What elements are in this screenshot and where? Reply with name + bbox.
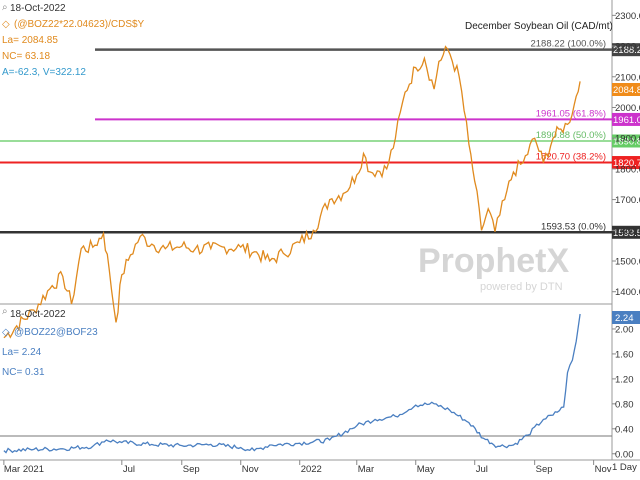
fib-label: 1961.05 (61.8%) — [536, 108, 606, 119]
spread-series — [3, 313, 581, 454]
price-legend-av: A=-62.3, V=322.12 — [2, 67, 86, 78]
collapse-icon[interactable]: ⌕ — [2, 306, 8, 317]
price-tick-label: 2200.00 — [615, 42, 640, 53]
fib-label: 1820.70 (38.2%) — [536, 152, 606, 163]
interval-label[interactable]: 1 Day — [612, 462, 637, 473]
price-tick-label: 1800.00 — [615, 164, 640, 175]
time-axis-labels: Mar 2021 Jul Sep Nov 2022 Mar May Jul Sep Nov — [3, 460, 612, 475]
spread-tick-label: 1.20 — [615, 374, 634, 385]
time-tick-label: Sep — [183, 464, 200, 475]
price-tick-label: 1900.00 — [615, 134, 640, 145]
fibonacci-levels: 2188.22 (100.0%) 2188.22 1961.05 (61.8%) 19… — [0, 39, 640, 239]
time-tick-label: Mar 2021 — [4, 464, 44, 475]
time-tick-label: Jul — [123, 464, 135, 475]
spread-tick-label: 0.40 — [615, 424, 634, 435]
time-tick-label: Nov — [595, 464, 612, 475]
price-line — [3, 45, 581, 339]
time-tick-label: Nov — [242, 464, 259, 475]
time-tick-label: 2022 — [301, 464, 322, 475]
time-tick-label: Sep — [536, 464, 553, 475]
price-tick-label: 2100.00 — [615, 72, 640, 83]
spread-last-badge-text: 2.24 — [615, 313, 634, 324]
fib-badge-text: 1820.70 — [613, 158, 640, 169]
price-legend-date: 18-Oct-2022 — [10, 3, 66, 14]
prophetx-watermark: ProphetX powered by DTN — [418, 242, 569, 293]
watermark-sub: powered by DTN — [480, 281, 563, 293]
time-tick-label: Jul — [476, 464, 488, 475]
price-tick-label: 1400.00 — [615, 287, 640, 298]
spread-last-badge: 2.24 — [612, 311, 640, 324]
spread-legend-last: La= 2.24 — [2, 347, 42, 358]
time-tick-label: Mar — [358, 464, 374, 475]
price-last-badge-text: 2084.85 — [613, 85, 640, 96]
price-legend: ⌕ 18-Oct-2022 ◇ (@BOZ22*22.04623)/CDS$Y … — [2, 2, 145, 78]
price-legend-nc: NC= 63.18 — [2, 51, 51, 62]
collapse-icon[interactable]: ⌕ — [2, 2, 8, 13]
price-tick-label: 1500.00 — [615, 257, 640, 268]
price-last-badge-bg — [612, 83, 640, 96]
spread-legend-nc: NC= 0.31 — [2, 367, 45, 378]
spread-last-badge-bg — [612, 311, 640, 324]
price-tick-label: 2300.00 — [615, 11, 640, 22]
chart-title: December Soybean Oil (CAD/mt) — [465, 21, 613, 32]
fib-badge-text: 1961.05 — [613, 115, 640, 126]
fib-label: 2188.22 (100.0%) — [530, 39, 606, 50]
price-legend-symbol: (@BOZ22*22.04623)/CDS$Y — [14, 19, 145, 30]
fib-badge-bg — [612, 225, 640, 239]
spread-tick-label: 2.00 — [615, 324, 634, 335]
price-legend-last: La= 2084.85 — [2, 35, 58, 46]
fib-badge-text: 2188.22 — [613, 45, 640, 56]
fib-badge-bg — [612, 156, 640, 170]
price-tick-label: 1600.00 — [615, 226, 640, 237]
watermark-brand: ProphetX — [418, 242, 569, 280]
price-series — [3, 45, 581, 339]
spread-tick-label: 1.60 — [615, 349, 634, 360]
price-tick-label: 2000.00 — [615, 103, 640, 114]
spread-diamond-icon: ◇ — [2, 327, 10, 338]
price-tick-label: 1700.00 — [615, 195, 640, 206]
fib-label: 1890.88 (50.0%) — [536, 130, 606, 141]
fib-badge-bg — [612, 112, 640, 126]
fib-badge-text: 1593.53 — [613, 228, 640, 239]
spread-line — [3, 313, 581, 454]
fib-badge-text: 1890.88 — [613, 136, 640, 147]
price-diamond-icon: ◇ — [2, 19, 10, 30]
price-axis-labels: 2300.00 2200.00 2100.00 2000.00 1900.00 1800.… — [612, 11, 640, 298]
fib-badge-bg — [612, 43, 640, 57]
fib-badge-bg — [612, 134, 640, 148]
spread-tick-label: 0.80 — [615, 399, 634, 410]
spread-legend-date: 18-Oct-2022 — [10, 309, 66, 320]
spread-legend: ⌕ 18-Oct-2022 ◇ @BOZ22@BOF23 La= 2.24 NC… — [2, 306, 98, 378]
spread-axis-labels: 2.00 1.60 1.20 0.80 0.40 0.00 — [612, 324, 634, 460]
spread-tick-label: 0.00 — [615, 449, 634, 460]
spread-legend-symbol: @BOZ22@BOF23 — [14, 327, 98, 338]
time-tick-label: May — [417, 464, 435, 475]
price-last-badge: 2084.85 — [612, 83, 640, 96]
fib-label: 1593.53 (0.0%) — [541, 221, 606, 232]
